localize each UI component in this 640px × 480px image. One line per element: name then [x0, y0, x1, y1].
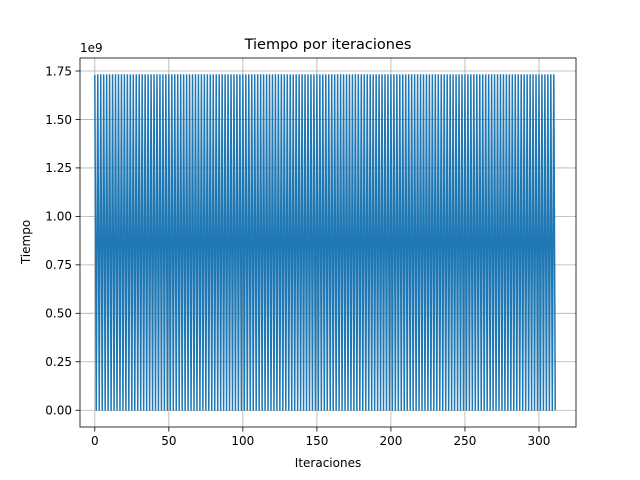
x-tick-label: 50: [161, 434, 176, 448]
y-axis-label: Tiempo: [19, 220, 33, 265]
y-tick-label: 1.00: [45, 210, 72, 224]
x-tick-label: 100: [231, 434, 254, 448]
x-axis: 0 50 100 150 200 250 300: [91, 427, 550, 448]
y-tick-label: 0.50: [45, 307, 72, 321]
y-tick-label: 1.50: [45, 113, 72, 127]
y-tick-label: 0.75: [45, 258, 72, 272]
x-tick-label: 150: [305, 434, 328, 448]
y-tick-label: 1.75: [45, 64, 72, 78]
series-line: [94, 74, 557, 411]
y-tick-label: 0.25: [45, 355, 72, 369]
plot-frame: [79, 57, 577, 428]
y-axis: 0.00 0.25 0.50 0.75 1.00 1.25 1.50 1.75: [45, 64, 80, 418]
x-tick-label: 300: [528, 434, 551, 448]
x-tick-label: 250: [454, 434, 477, 448]
x-tick-label: 0: [91, 434, 99, 448]
x-axis-label: Iteraciones: [295, 456, 361, 470]
x-tick-label: 200: [379, 434, 402, 448]
y-tick-label: 1.25: [45, 161, 72, 175]
series-layer: [94, 74, 557, 411]
y-tick-label: 0.00: [45, 404, 72, 418]
chart-title: Tiempo por iteraciones: [244, 37, 412, 53]
y-offset-text: 1e9: [80, 41, 103, 55]
